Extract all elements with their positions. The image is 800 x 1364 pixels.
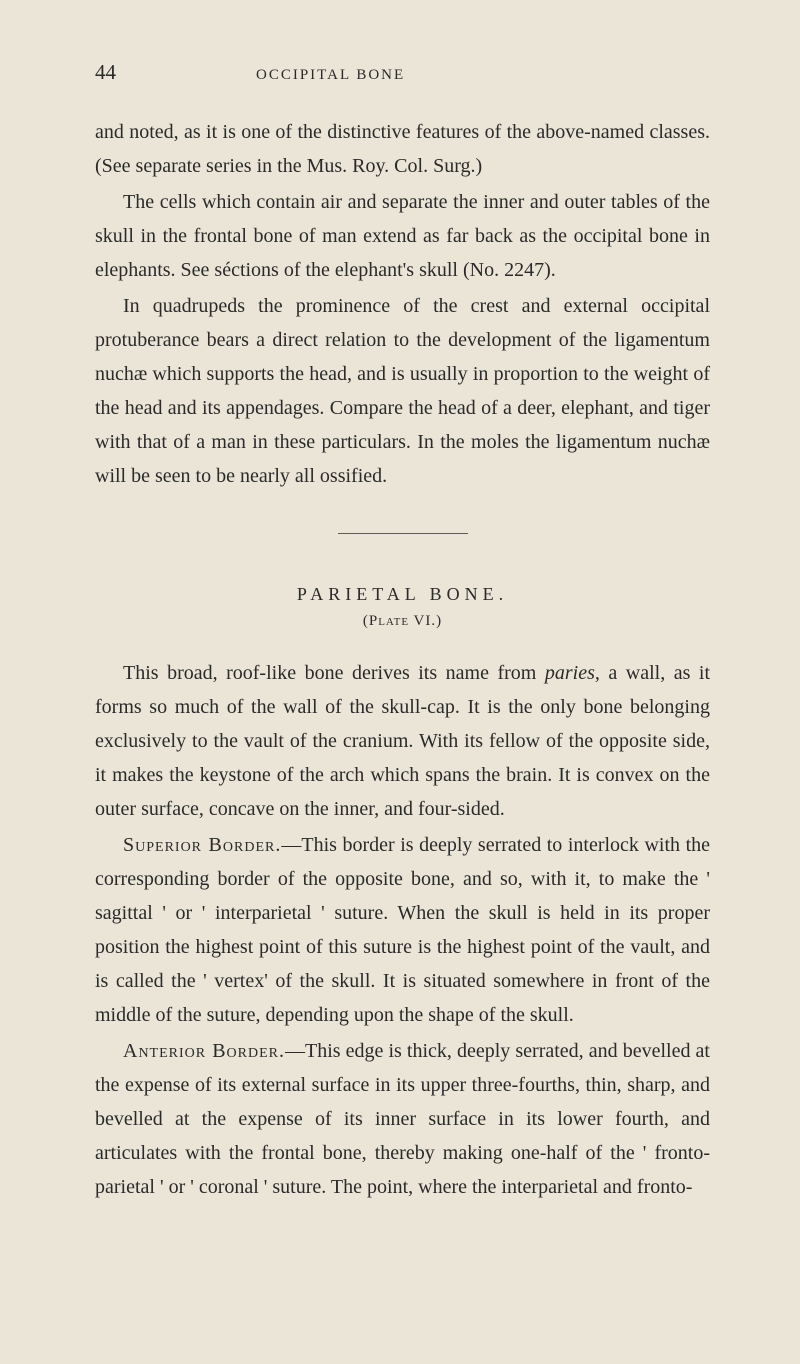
paragraph-1: and noted, as it is one of the distincti…	[95, 115, 710, 183]
superior-border-label: Superior Border.	[123, 834, 281, 856]
section-title: PARIETAL BONE.	[95, 584, 710, 605]
anterior-border-label: Anterior Border.	[123, 1040, 285, 1062]
section-divider	[338, 533, 468, 534]
paragraph-5: Superior Border.—This border is deeply s…	[95, 828, 710, 1032]
paragraph-2: The cells which contain air and separate…	[95, 185, 710, 287]
p4-italic: paries,	[545, 662, 600, 684]
paragraph-4: This broad, roof-like bone derives its n…	[95, 656, 710, 826]
plate-reference: (Plate VI.)	[95, 613, 710, 630]
p4-text-a: This broad, roof-like bone derives its n…	[123, 662, 545, 684]
p6-text: —This edge is thick, deeply serrated, an…	[95, 1040, 710, 1198]
p4-text-b: a wall, as it forms so much of the wall …	[95, 662, 710, 820]
p5-text: —This border is deeply serrated to inter…	[95, 834, 710, 1026]
page-header: 44 OCCIPITAL BONE	[95, 60, 710, 85]
plate-reference-text: (Plate VI.)	[363, 613, 442, 629]
page-number: 44	[95, 60, 116, 85]
header-title: OCCIPITAL BONE	[256, 67, 405, 84]
paragraph-6: Anterior Border.—This edge is thick, dee…	[95, 1034, 710, 1204]
paragraph-3: In quadrupeds the prominence of the cres…	[95, 289, 710, 493]
